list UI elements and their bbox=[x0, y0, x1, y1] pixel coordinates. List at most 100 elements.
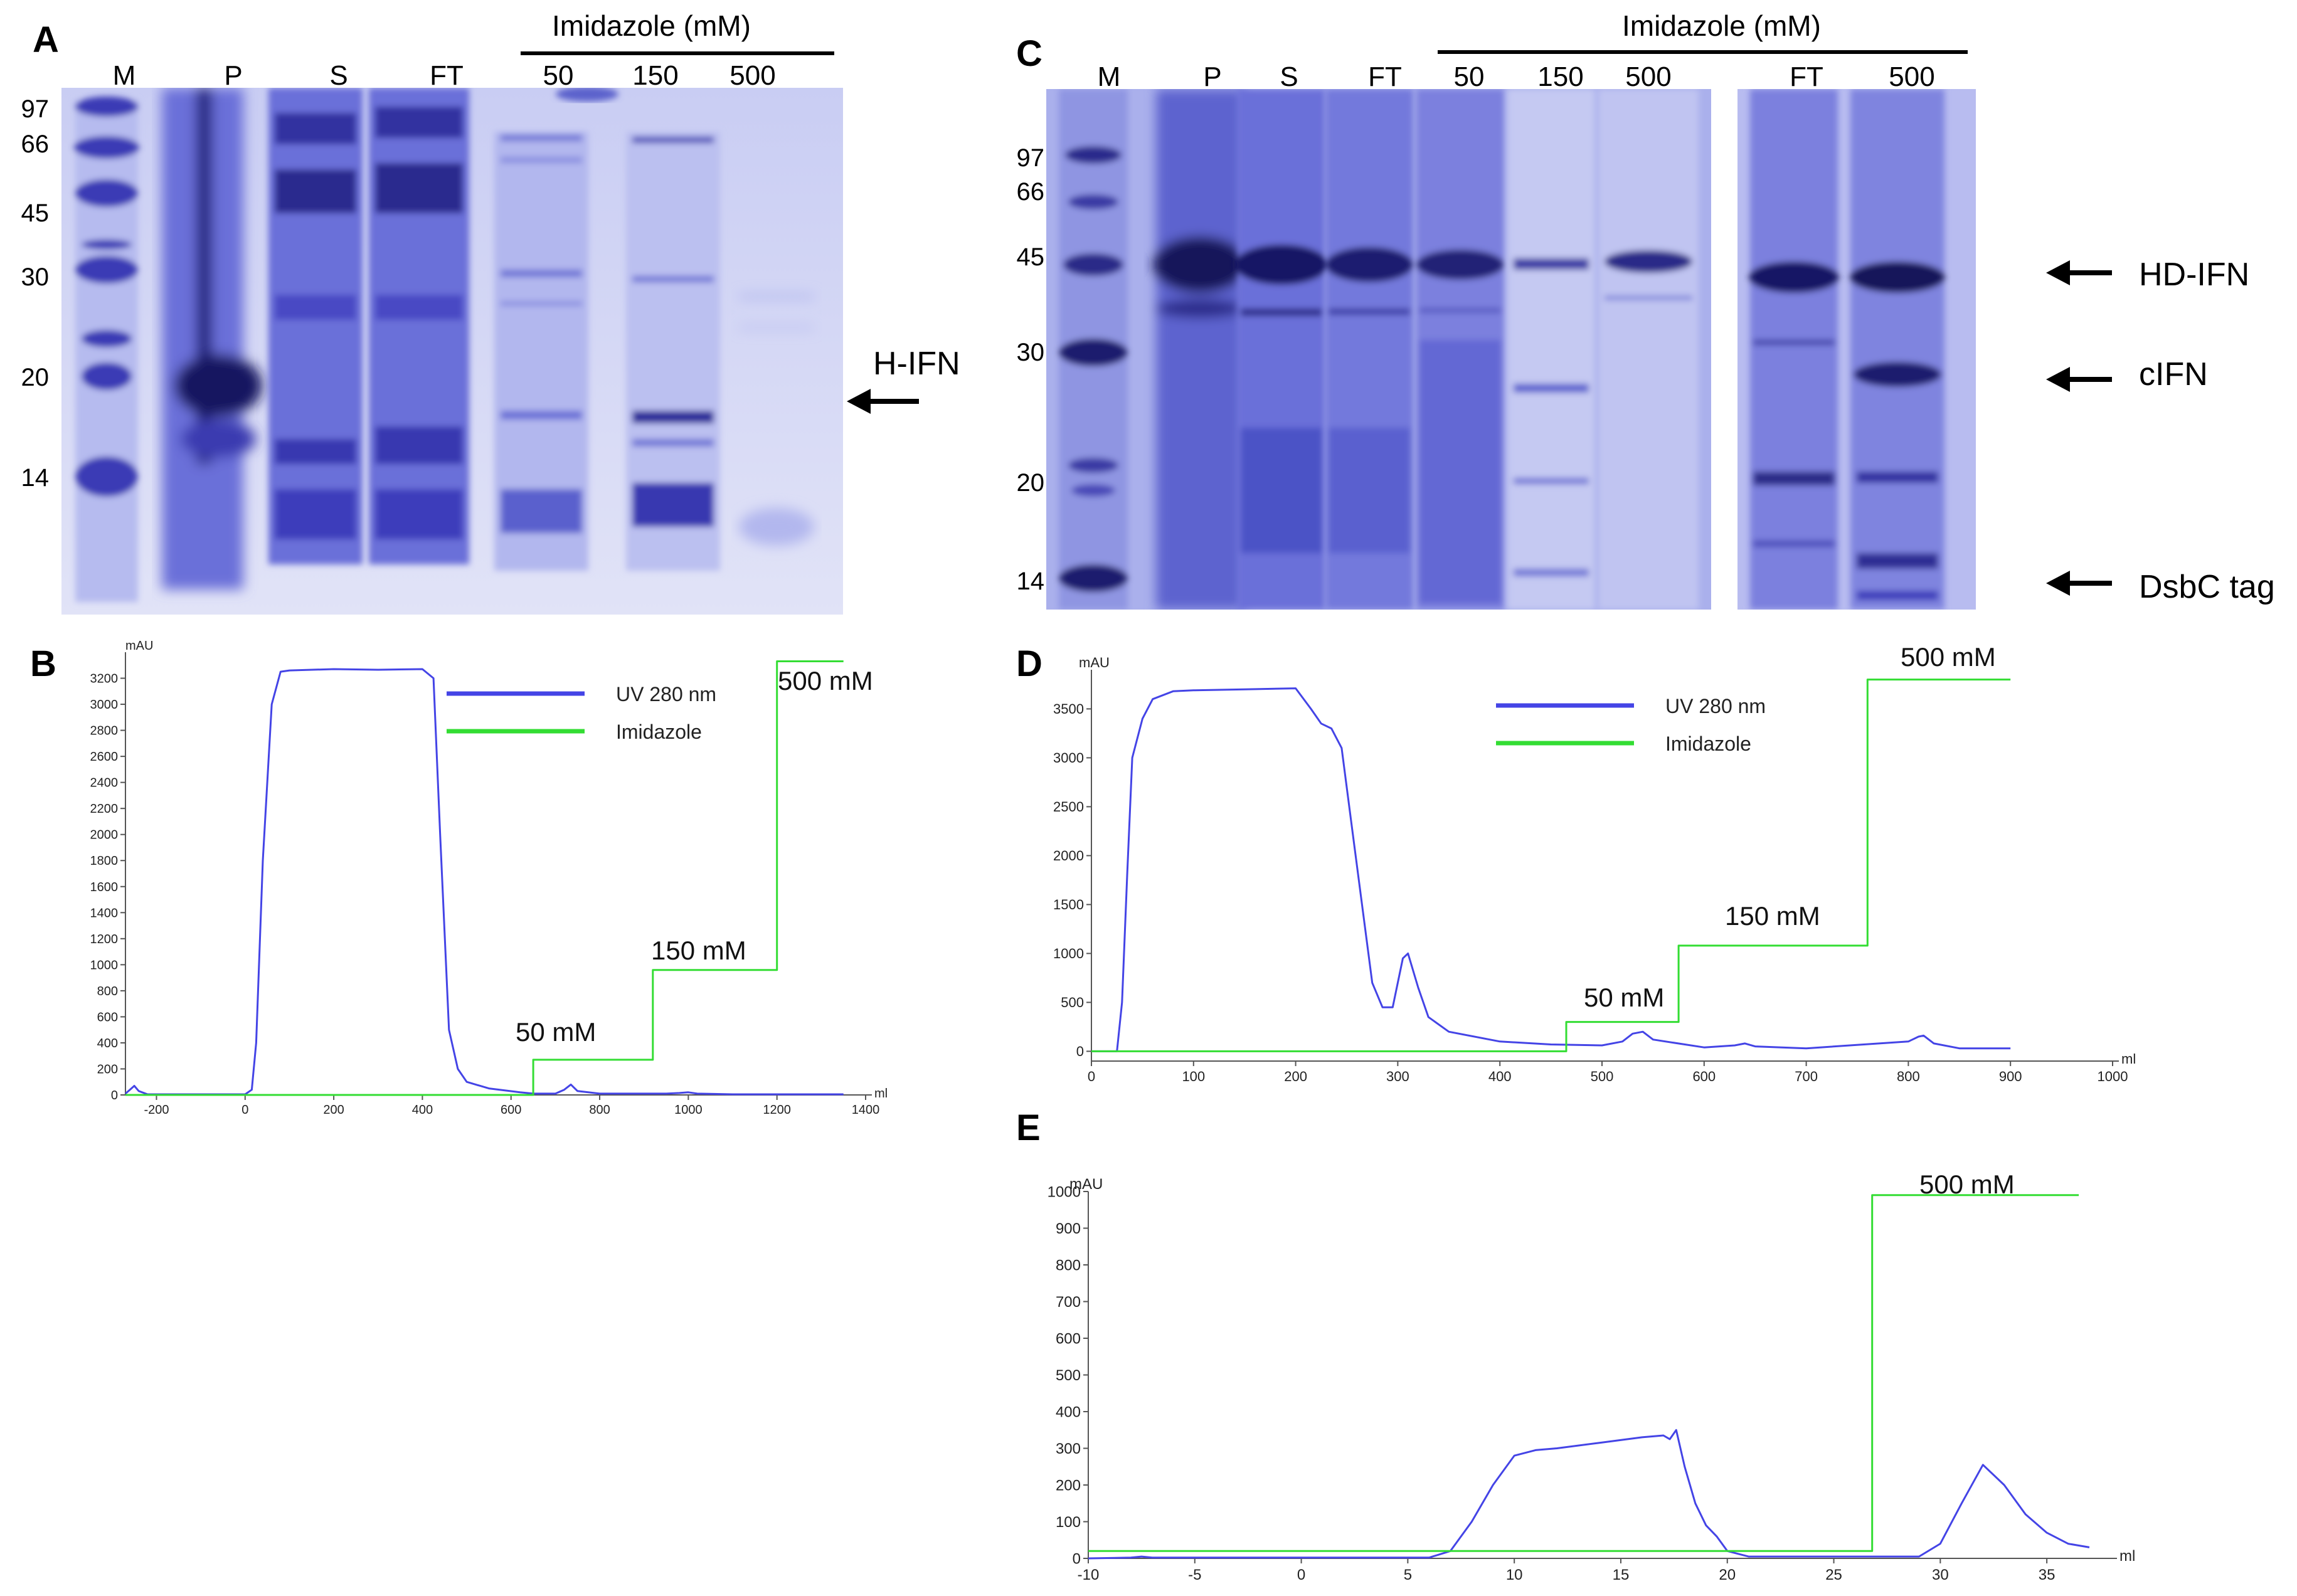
panel-c-marker-3: 30 bbox=[1016, 339, 1045, 366]
panel-c-lane-2: S bbox=[1280, 61, 1298, 92]
chart-d-annotation-0: 50 mM bbox=[1584, 983, 1664, 1012]
dsbc-tag-label: DsbC tag bbox=[2139, 569, 2275, 605]
chart-b-ytick-label: 0 bbox=[111, 1089, 118, 1102]
panel-a-letter: A bbox=[33, 19, 59, 60]
panel-a-lane-3: FT bbox=[430, 60, 464, 91]
chart-d-ytick-label: 2000 bbox=[1053, 848, 1084, 864]
chart-b-xtick-label: 0 bbox=[241, 1103, 248, 1117]
chart-d-xtick-label: 0 bbox=[1088, 1069, 1095, 1084]
chart-e-ytick-label: 300 bbox=[1056, 1440, 1081, 1457]
chart-e-xtick-label: -10 bbox=[1078, 1567, 1100, 1583]
chart-e-xtick-label: 25 bbox=[1825, 1567, 1842, 1583]
chart-e-ytick-label: 700 bbox=[1056, 1294, 1081, 1311]
cifn-label: cIFN bbox=[2139, 356, 2208, 393]
panel-c-letter: C bbox=[1016, 33, 1042, 74]
chart-e-ytick-label: 600 bbox=[1056, 1330, 1081, 1347]
chart-d-legend-imidazole-label: Imidazole bbox=[1665, 732, 1751, 755]
chart-b-ylabel: mAU bbox=[125, 639, 153, 653]
chart-e-xtick-label: 10 bbox=[1506, 1567, 1523, 1583]
panel-a-marker-4: 20 bbox=[21, 364, 50, 391]
chart-e-series-imidazole bbox=[1088, 1194, 2079, 1552]
panel-a-lane-6: 500 bbox=[729, 60, 776, 91]
panel-a-marker-0: 97 bbox=[21, 95, 50, 123]
panel-a-marker-1: 66 bbox=[21, 130, 50, 158]
hd-ifn-label: HD-IFN bbox=[2139, 256, 2250, 293]
panel-c-marker-1: 66 bbox=[1016, 178, 1045, 206]
chart-d-xtick-label: 100 bbox=[1182, 1069, 1205, 1084]
chart-d-annotation-1: 150 mM bbox=[1725, 901, 1820, 931]
panel-c-lane-3: FT bbox=[1368, 61, 1402, 92]
chart-b-ytick-label: 1000 bbox=[90, 958, 119, 972]
chart-e-ytick-label: 1000 bbox=[1048, 1183, 1081, 1200]
chart-b-annotation-1: 150 mM bbox=[651, 936, 746, 965]
chart-d-xtick-label: 400 bbox=[1488, 1069, 1512, 1084]
chart-b-ytick-label: 1800 bbox=[90, 854, 119, 868]
panel-a-imidazole-header: Imidazole (mM) bbox=[552, 9, 751, 42]
panel-a-lane-5: 150 bbox=[632, 60, 679, 91]
chart-b-ytick-label: 200 bbox=[97, 1062, 118, 1076]
dsbc-tag-arrow-icon bbox=[2046, 571, 2112, 596]
chart-d-ytick-label: 500 bbox=[1061, 995, 1084, 1010]
chart-d-ytick-label: 3000 bbox=[1053, 750, 1084, 766]
panel-c-lane-6: 500 bbox=[1625, 61, 1672, 92]
chart-e-ytick-label: 200 bbox=[1056, 1477, 1081, 1494]
chart-d-ytick-label: 1500 bbox=[1053, 897, 1084, 912]
chart-d-ytick-label: 2500 bbox=[1053, 799, 1084, 815]
panel-c-gel-image bbox=[1046, 89, 1711, 610]
panel-c-marker-0: 97 bbox=[1016, 144, 1045, 172]
chart-e-ytick-label: 500 bbox=[1056, 1367, 1081, 1384]
chart-b-ytick-label: 800 bbox=[97, 985, 118, 998]
chart-b-ytick-label: 2800 bbox=[90, 724, 119, 738]
chart-d-ylabel: mAU bbox=[1079, 655, 1110, 670]
panel-c-header-line bbox=[1438, 50, 1968, 54]
chart-e-annotation-0: 500 mM bbox=[1919, 1170, 2015, 1199]
chart-d-xtick-label: 700 bbox=[1795, 1069, 1818, 1084]
chart-e-xtick-label: 35 bbox=[2039, 1567, 2056, 1583]
chart-e-ylabel: mAU bbox=[1069, 1176, 1103, 1193]
chart-d-ytick-label: 1000 bbox=[1053, 946, 1084, 961]
panel-c-marker-5: 14 bbox=[1016, 568, 1045, 595]
chart-b-xtick-label: 400 bbox=[412, 1103, 433, 1117]
chart-b-series-imidazole bbox=[125, 660, 844, 1096]
chart-d-xtick-label: 200 bbox=[1284, 1069, 1307, 1084]
h-ifn-label: H-IFN bbox=[873, 346, 960, 382]
chart-b-xtick-label: 1000 bbox=[674, 1103, 703, 1117]
panel-a-header-line bbox=[521, 51, 834, 55]
chart-e-xtick-label: 15 bbox=[1613, 1567, 1630, 1583]
panel-d-letter: D bbox=[1016, 643, 1042, 684]
panel-c-lane-1: P bbox=[1203, 61, 1222, 92]
chart-b-xlabel: ml bbox=[874, 1087, 888, 1101]
chart-d-xtick-label: 300 bbox=[1386, 1069, 1409, 1084]
chart-d-series-uv280 bbox=[1091, 687, 2011, 1052]
chart-b-ytick-label: 1400 bbox=[90, 906, 119, 920]
panel-c-right-lane-1: 500 bbox=[1889, 61, 1935, 92]
chart-e-xtick-label: 5 bbox=[1404, 1567, 1412, 1583]
chart-b-legend-uv-label: UV 280 nm bbox=[616, 683, 716, 706]
chart-d-xtick-label: 900 bbox=[1999, 1069, 2022, 1084]
chart-e-series-uv280 bbox=[1088, 1429, 2090, 1560]
chart-e-ytick-label: 0 bbox=[1073, 1550, 1081, 1567]
chart-b-xtick-label: 200 bbox=[323, 1103, 344, 1117]
panel-c-lane-4: 50 bbox=[1453, 61, 1485, 92]
panel-e-letter: E bbox=[1016, 1107, 1041, 1148]
chart-b-ytick-label: 2200 bbox=[90, 802, 119, 816]
panel-a-marker-5: 14 bbox=[21, 464, 50, 492]
chart-e-xtick-label: -5 bbox=[1188, 1567, 1201, 1583]
chart-b-series-uv280 bbox=[125, 668, 844, 1096]
chart-d-xtick-label: 800 bbox=[1897, 1069, 1920, 1084]
chart-b-ytick-label: 1600 bbox=[90, 880, 119, 894]
panel-c-right-gel-image bbox=[1737, 89, 1976, 610]
panel-c-lane-5: 150 bbox=[1537, 61, 1584, 92]
chart-e-ytick-label: 100 bbox=[1056, 1514, 1081, 1531]
chart-d-series-imidazole bbox=[1091, 679, 2011, 1052]
chart-b-xtick-label: 800 bbox=[589, 1103, 610, 1117]
chart-b-xtick-label: -200 bbox=[144, 1103, 169, 1117]
chart-e-ytick-label: 800 bbox=[1056, 1257, 1081, 1274]
panel-b-letter: B bbox=[30, 643, 56, 684]
panel-a-lane-4: 50 bbox=[543, 60, 574, 91]
chart-b-xtick-label: 600 bbox=[501, 1103, 521, 1117]
chart-b-ytick-label: 2400 bbox=[90, 776, 119, 790]
chart-b-xtick-label: 1400 bbox=[852, 1103, 880, 1117]
chart-d-annotation-2: 500 mM bbox=[1901, 642, 1996, 672]
chart-b-legend-imidazole-label: Imidazole bbox=[616, 721, 702, 743]
